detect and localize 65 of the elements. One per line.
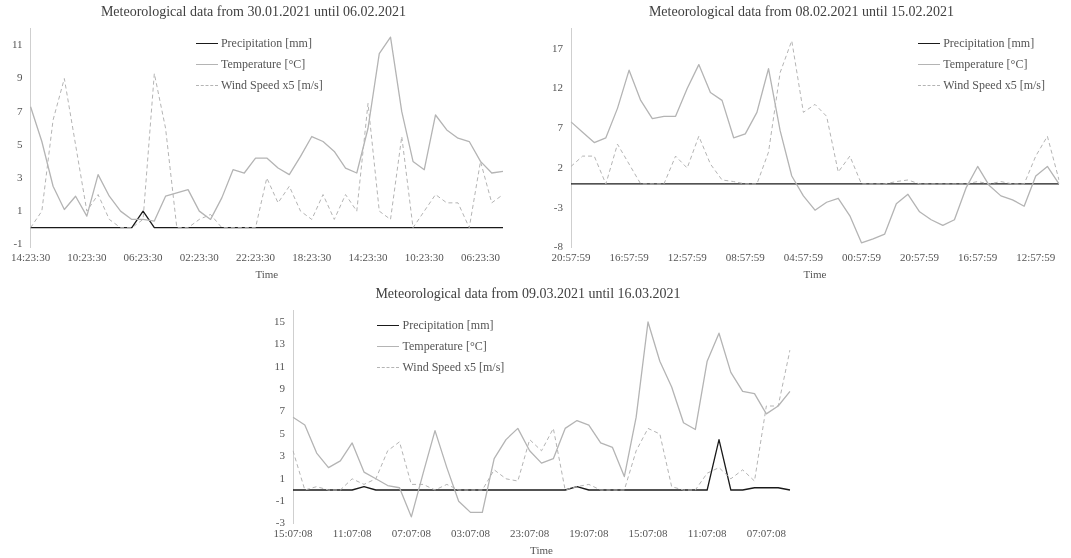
y-tick-label: 3 bbox=[279, 449, 286, 462]
legend-label: Precipitation [mm] bbox=[943, 35, 1035, 51]
x-tick-label: 20:57:59 bbox=[551, 251, 592, 264]
legend-label: Wind Speed x5 [m/s] bbox=[220, 77, 323, 93]
x-tick-label: 15:07:08 bbox=[628, 527, 669, 540]
x-axis-title: Time bbox=[803, 268, 827, 281]
y-tick-label: 12 bbox=[552, 81, 563, 94]
x-tick-label: 12:57:59 bbox=[667, 251, 708, 264]
legend-label: Wind Speed x5 [m/s] bbox=[943, 77, 1045, 93]
y-tick-label: 15 bbox=[274, 314, 286, 327]
y-tick-label: -8 bbox=[553, 240, 564, 253]
y-tick-label: -3 bbox=[553, 200, 564, 213]
x-tick-label: 08:57:59 bbox=[725, 251, 766, 264]
x-tick-label: 14:23:30 bbox=[348, 251, 389, 264]
y-tick-label: 7 bbox=[17, 104, 24, 117]
y-tick-label: 17 bbox=[552, 41, 564, 54]
x-tick-label: 04:57:59 bbox=[783, 251, 824, 264]
x-tick-label: 07:07:08 bbox=[746, 527, 787, 540]
y-tick-label: 5 bbox=[279, 426, 286, 439]
y-tick-label: 13 bbox=[274, 337, 286, 350]
y-tick-label: -1 bbox=[13, 237, 23, 250]
y-tick-label: -1 bbox=[275, 494, 285, 507]
x-tick-label: 07:07:08 bbox=[391, 527, 432, 540]
legend-label: Temperature [°C] bbox=[943, 56, 1028, 72]
x-axis-title: Time bbox=[530, 544, 554, 557]
legend-label: Temperature [°C] bbox=[402, 338, 487, 354]
x-tick-label: 00:57:59 bbox=[841, 251, 882, 264]
x-tick-label: 03:07:08 bbox=[450, 527, 491, 540]
x-tick-label: 16:57:59 bbox=[958, 251, 998, 264]
y-tick-label: 3 bbox=[17, 170, 24, 183]
x-tick-label: 20:57:59 bbox=[900, 251, 940, 264]
y-tick-label: 11 bbox=[274, 359, 285, 372]
chart-title: Meteorological data from 09.03.2021 until 16.03.2021 bbox=[375, 286, 681, 302]
legend-label: Precipitation [mm] bbox=[402, 317, 494, 333]
x-tick-label: 12:57:59 bbox=[1016, 251, 1056, 264]
x-tick-label: 11:07:08 bbox=[687, 527, 728, 540]
x-tick-label: 11:07:08 bbox=[332, 527, 373, 540]
y-tick-label: 7 bbox=[279, 404, 286, 417]
legend-label: Temperature [°C] bbox=[220, 56, 306, 72]
y-tick-label: 2 bbox=[557, 160, 563, 173]
x-tick-label: 14:23:30 bbox=[11, 251, 51, 264]
y-tick-label: 9 bbox=[279, 382, 286, 395]
y-tick-label: 1 bbox=[279, 471, 285, 484]
legend-label: Precipitation [mm] bbox=[220, 35, 312, 51]
x-axis-title: Time bbox=[255, 268, 279, 281]
x-tick-label: 06:23:30 bbox=[123, 251, 164, 264]
y-tick-label: 7 bbox=[557, 121, 564, 134]
chart-title: Meteorological data from 08.02.2021 until 15.02.2021 bbox=[648, 4, 955, 20]
legend-label: Wind Speed x5 [m/s] bbox=[402, 359, 505, 375]
y-tick-label: 1 bbox=[17, 204, 23, 217]
x-tick-label: 02:23:30 bbox=[179, 251, 220, 264]
y-tick-label: 11 bbox=[12, 38, 23, 51]
x-tick-label: 06:23:30 bbox=[460, 251, 501, 264]
x-tick-label: 16:57:59 bbox=[609, 251, 650, 264]
x-tick-label: 23:07:08 bbox=[510, 527, 550, 540]
x-tick-label: 19:07:08 bbox=[569, 527, 609, 540]
x-tick-label: 10:23:30 bbox=[404, 251, 445, 264]
x-tick-label: 15:07:08 bbox=[273, 527, 314, 540]
y-tick-label: 9 bbox=[17, 71, 24, 84]
chart-title: Meteorological data from 30.01.2021 until 06.02.2021 bbox=[100, 4, 407, 20]
y-tick-label: 5 bbox=[17, 137, 24, 150]
x-tick-label: 10:23:30 bbox=[67, 251, 107, 264]
y-tick-label: -3 bbox=[275, 516, 286, 529]
x-tick-label: 18:23:30 bbox=[292, 251, 332, 264]
x-tick-label: 22:23:30 bbox=[235, 251, 276, 264]
